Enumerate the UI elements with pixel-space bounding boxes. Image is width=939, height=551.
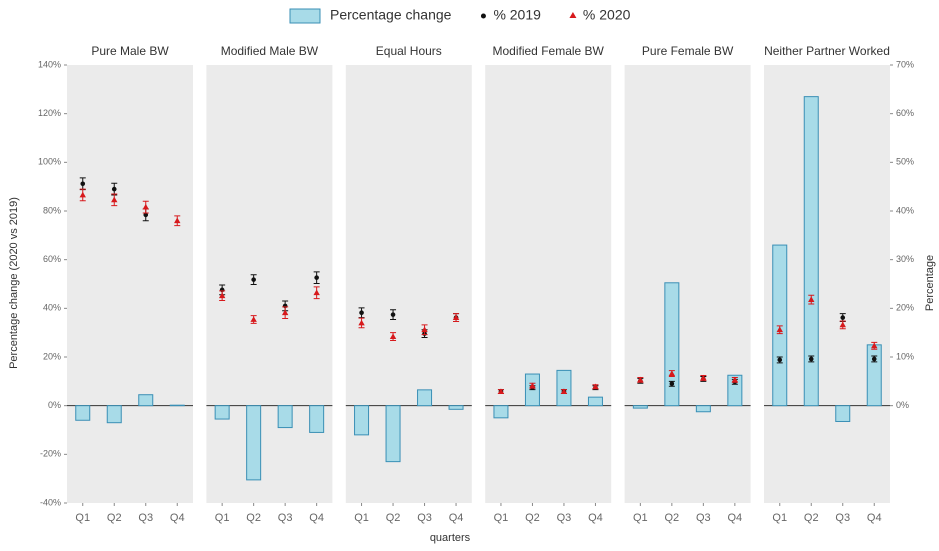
panel-title: Pure Female BW xyxy=(642,44,734,58)
bar xyxy=(836,406,850,422)
legend-swatch xyxy=(481,14,486,19)
x-tick-label: Q2 xyxy=(525,512,540,524)
bar xyxy=(494,406,508,418)
y-tick-label: 60% xyxy=(43,254,61,264)
x-tick-label: Q1 xyxy=(75,512,90,524)
bar xyxy=(588,397,602,406)
bar xyxy=(247,406,261,480)
y2-tick-label: 70% xyxy=(896,59,914,69)
legend-label: % 2019 xyxy=(493,7,541,23)
legend-swatch xyxy=(569,12,576,18)
y2-tick-label: 60% xyxy=(896,108,914,118)
x-tick-label: Q1 xyxy=(772,512,787,524)
bar xyxy=(139,395,153,406)
x-tick-label: Q2 xyxy=(665,512,680,524)
bar xyxy=(633,406,647,408)
x-tick-label: Q3 xyxy=(835,512,850,524)
x-tick-label: Q2 xyxy=(804,512,819,524)
bar xyxy=(278,406,292,428)
y2-tick-label: 40% xyxy=(896,205,914,215)
panel-background xyxy=(206,65,332,503)
point xyxy=(391,312,396,317)
y-tick-label: 40% xyxy=(43,303,61,313)
x-tick-label: Q3 xyxy=(278,512,293,524)
x-tick-label: Q4 xyxy=(588,512,603,524)
x-tick-label: Q4 xyxy=(170,512,185,524)
x-tick-label: Q3 xyxy=(417,512,432,524)
y-tick-label: -20% xyxy=(40,449,61,459)
bar xyxy=(696,406,710,412)
point xyxy=(670,381,675,386)
bar xyxy=(867,345,881,406)
x-tick-label: Q1 xyxy=(215,512,230,524)
x-tick-label: Q3 xyxy=(696,512,711,524)
bar xyxy=(76,406,90,421)
panel-title: Pure Male BW xyxy=(91,44,169,58)
bar xyxy=(386,406,400,462)
y2-tick-label: 50% xyxy=(896,157,914,167)
x-tick-label: Q2 xyxy=(386,512,401,524)
y2-axis-title: Percentage xyxy=(924,255,936,311)
y-tick-label: 0% xyxy=(48,400,61,410)
x-axis-title: quarters xyxy=(430,532,471,544)
y2-tick-label: 10% xyxy=(896,351,914,361)
panel-title: Neither Partner Worked xyxy=(764,44,890,58)
x-tick-label: Q4 xyxy=(867,512,882,524)
x-tick-label: Q3 xyxy=(557,512,572,524)
x-tick-label: Q1 xyxy=(494,512,509,524)
point xyxy=(251,277,256,282)
panel-title: Modified Female BW xyxy=(493,44,605,58)
bar xyxy=(355,406,369,435)
point xyxy=(359,310,364,315)
point xyxy=(809,357,814,362)
legend-label: Percentage change xyxy=(330,7,452,23)
point xyxy=(112,187,117,192)
y2-tick-label: 30% xyxy=(896,254,914,264)
y2-tick-label: 20% xyxy=(896,303,914,313)
point xyxy=(314,275,319,280)
bar xyxy=(665,283,679,406)
x-tick-label: Q2 xyxy=(107,512,122,524)
point xyxy=(80,181,85,186)
x-tick-label: Q3 xyxy=(138,512,153,524)
x-tick-label: Q4 xyxy=(309,512,324,524)
y-tick-label: 20% xyxy=(43,351,61,361)
point xyxy=(872,357,877,362)
panel-title: Modified Male BW xyxy=(221,44,319,58)
bar xyxy=(310,406,324,433)
y-tick-label: 120% xyxy=(38,108,61,118)
bar xyxy=(557,370,571,405)
y-axis-title: Percentage change (2020 vs 2019) xyxy=(8,197,20,369)
bar xyxy=(449,406,463,410)
point xyxy=(840,315,845,320)
legend-swatch xyxy=(290,9,320,23)
y-tick-label: 80% xyxy=(43,205,61,215)
bar xyxy=(107,406,121,423)
panel-background xyxy=(67,65,193,503)
bar xyxy=(215,406,229,419)
y2-tick-label: 0% xyxy=(896,400,909,410)
panel-title: Equal Hours xyxy=(376,44,442,58)
panel-background xyxy=(346,65,472,503)
panel-background xyxy=(485,65,611,503)
x-tick-label: Q1 xyxy=(633,512,648,524)
y-tick-label: 140% xyxy=(38,59,61,69)
point xyxy=(777,358,782,363)
x-tick-label: Q4 xyxy=(449,512,464,524)
y-tick-label: -40% xyxy=(40,497,61,507)
legend-label: % 2020 xyxy=(583,7,631,23)
x-tick-label: Q2 xyxy=(246,512,261,524)
bar xyxy=(418,390,432,406)
panel-background xyxy=(625,65,751,503)
y-tick-label: 100% xyxy=(38,157,61,167)
x-tick-label: Q1 xyxy=(354,512,369,524)
x-tick-label: Q4 xyxy=(728,512,743,524)
